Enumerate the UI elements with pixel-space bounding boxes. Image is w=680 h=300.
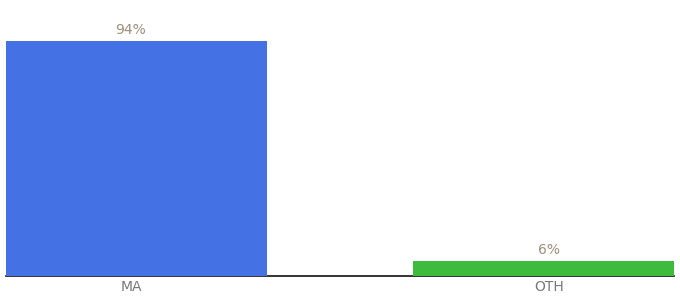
Text: 6%: 6% — [538, 243, 560, 257]
Bar — [413, 261, 680, 276]
Bar — [0, 40, 267, 276]
Text: 94%: 94% — [116, 23, 146, 37]
